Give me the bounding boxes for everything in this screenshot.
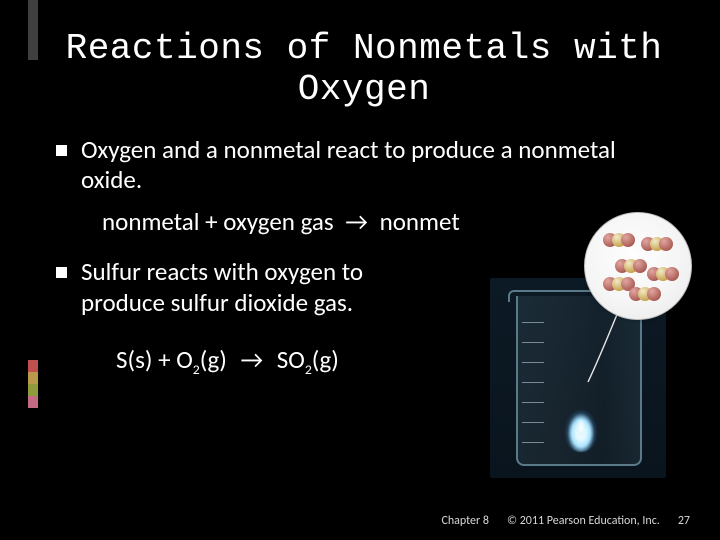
word-eq-lhs: nonmetal + oxygen gas (102, 206, 334, 237)
footer-page-number: 27 (678, 514, 690, 528)
atom-icon (621, 233, 635, 247)
so2-molecule-icon (615, 259, 647, 273)
graduation-mark (522, 342, 544, 343)
accent-seg (28, 360, 38, 372)
slide: Reactions of Nonmetals with Oxygen Oxyge… (0, 0, 720, 540)
reactant-1: S(s) (116, 344, 152, 375)
accent-seg (28, 372, 38, 384)
graduation-mark (522, 382, 544, 383)
atom-icon (633, 259, 647, 273)
reactant-2-base: O (176, 344, 193, 375)
flame-icon (564, 410, 598, 452)
slide-title: Reactions of Nonmetals with Oxygen (56, 28, 672, 111)
footer-copyright: © 2011 Pearson Education, Inc. (507, 514, 660, 528)
product-sub: 2 (305, 361, 312, 378)
word-eq-rhs: nonmet (380, 206, 460, 237)
accent-seg (28, 408, 38, 540)
accent-seg (28, 384, 38, 396)
bullet-marker-icon (56, 267, 67, 278)
reactant-2-state: (g) (200, 344, 227, 375)
atom-icon (659, 237, 673, 251)
so2-molecule-icon (647, 267, 679, 281)
bullet-1: Oxygen and a nonmetal react to produce a… (56, 135, 672, 196)
accent-seg (28, 396, 38, 408)
product-state: (g) (312, 344, 339, 375)
arrow-icon: → (339, 206, 374, 237)
product-base: SO (277, 344, 305, 375)
accent-strip (28, 0, 38, 540)
bullet-2: Sulfur reacts with oxygen to produce sul… (56, 257, 436, 318)
so2-molecule-icon (641, 237, 673, 251)
graduation-mark (522, 442, 544, 443)
figure-sulfur-combustion (490, 218, 686, 480)
footer-chapter: Chapter 8 (441, 514, 489, 528)
graduation-mark (522, 402, 544, 403)
molecule-inset (584, 212, 692, 320)
graduation-mark (522, 362, 544, 363)
bullet-2-text: Sulfur reacts with oxygen to produce sul… (81, 257, 436, 318)
reactant-2-sub: 2 (193, 361, 200, 378)
graduation-mark (522, 422, 544, 423)
arrow-icon: → (232, 344, 271, 375)
bullet-marker-icon (56, 145, 67, 156)
accent-seg (28, 0, 38, 60)
atom-icon (665, 267, 679, 281)
accent-seg (28, 60, 38, 360)
plus-sign: + (152, 344, 176, 375)
graduation-mark (522, 322, 544, 323)
so2-molecule-icon (603, 233, 635, 247)
so2-molecule-icon (629, 287, 661, 301)
bullet-1-text: Oxygen and a nonmetal react to produce a… (81, 135, 672, 196)
slide-footer: Chapter 8 © 2011 Pearson Education, Inc.… (441, 514, 690, 528)
atom-icon (647, 287, 661, 301)
